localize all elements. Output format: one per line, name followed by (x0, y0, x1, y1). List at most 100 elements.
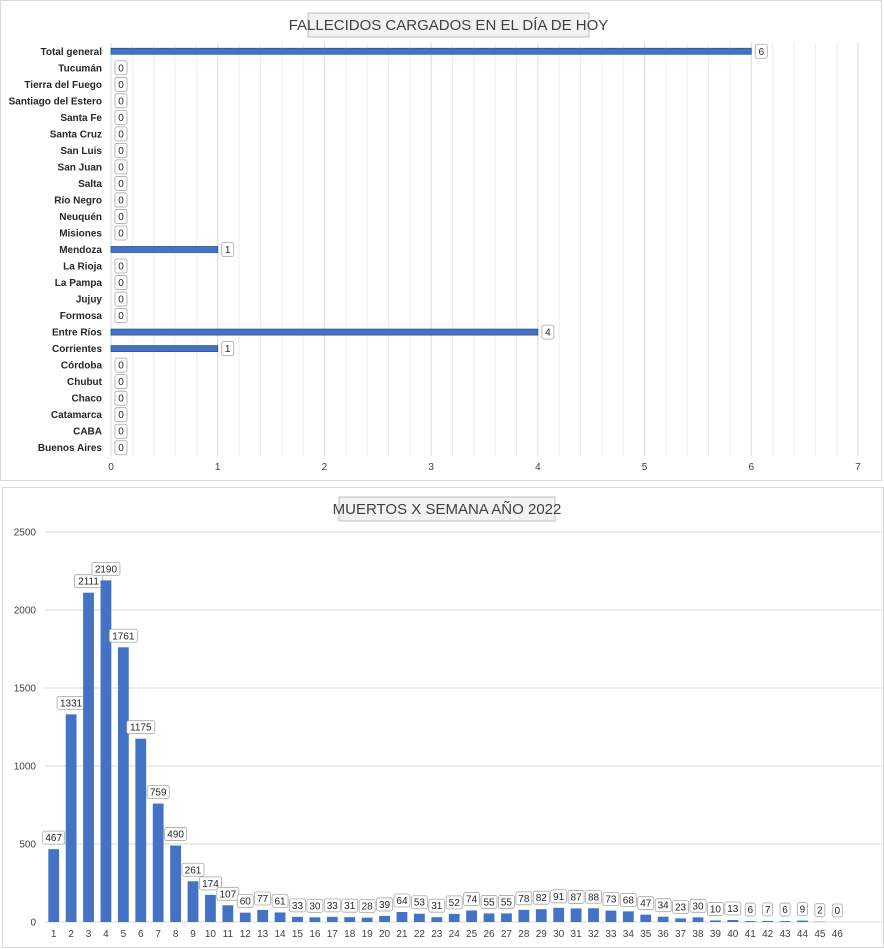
category-label: Córdoba (61, 361, 103, 372)
data-label: 28 (362, 902, 374, 913)
data-label: 0 (118, 410, 124, 421)
x-tick-label: 7 (855, 462, 861, 473)
bar (135, 739, 146, 922)
data-label: 2111 (78, 577, 99, 588)
data-label: 31 (344, 901, 356, 912)
bar (275, 912, 286, 922)
x-tick-label: 33 (605, 929, 617, 940)
data-label: 0 (118, 113, 124, 124)
x-tick-label: 25 (466, 929, 478, 940)
chart-fallecidos-hoy: FALLECIDOS CARGADOS EN EL DÍA DE HOY 600… (1, 1, 883, 482)
data-label: 6 (759, 47, 765, 58)
category-label: La Pampa (55, 278, 103, 289)
category-label: Salta (78, 179, 102, 190)
bar (553, 908, 564, 922)
data-label: 82 (536, 893, 548, 904)
x-tick-label: 42 (762, 929, 774, 940)
data-label: 4 (545, 328, 551, 339)
bar (606, 911, 617, 922)
category-label: La Rioja (63, 262, 102, 273)
x-tick-label: 22 (414, 929, 426, 940)
data-label: 0 (118, 443, 124, 454)
data-label: 10 (710, 904, 722, 915)
bar (111, 48, 751, 54)
x-tick-label: 1 (51, 929, 57, 940)
data-label: 91 (553, 892, 565, 903)
data-label: 0 (118, 228, 124, 239)
bar (431, 917, 442, 922)
bar (240, 913, 251, 922)
y-tick-label: 2000 (14, 606, 37, 617)
bar (111, 329, 538, 335)
bar (153, 804, 164, 922)
category-label: Chubut (67, 377, 103, 388)
data-label: 0 (118, 195, 124, 206)
bar (170, 846, 181, 922)
data-label: 6 (747, 905, 753, 916)
data-label: 87 (571, 892, 583, 903)
bar (501, 913, 512, 922)
chart-muertos-semana: MUERTOS X SEMANA AÑO 2022 46713312111219… (3, 488, 884, 949)
x-tick-label: 20 (379, 929, 391, 940)
bar (257, 910, 268, 922)
bar (310, 917, 321, 922)
x-tick-label: 39 (710, 929, 722, 940)
x-tick-label: 10 (205, 929, 217, 940)
data-label: 9 (800, 905, 806, 916)
bar (518, 910, 529, 922)
y-tick-label: 0 (30, 918, 36, 929)
x-tick-label: 28 (518, 929, 530, 940)
data-label: 2 (817, 906, 823, 917)
bar (414, 914, 425, 922)
category-label: Entre Ríos (52, 328, 102, 339)
data-label: 77 (257, 894, 269, 905)
data-label: 64 (396, 896, 408, 907)
x-tick-label: 32 (588, 929, 600, 940)
bar (780, 921, 791, 922)
x-tick-label: 37 (675, 929, 687, 940)
category-label: Jujuy (76, 295, 103, 306)
data-label: 31 (431, 901, 443, 912)
data-label: 39 (379, 900, 391, 911)
bar (222, 905, 233, 922)
data-label: 0 (118, 212, 124, 223)
category-label: Formosa (60, 311, 103, 322)
x-tick-label: 34 (623, 929, 635, 940)
bar (111, 346, 218, 352)
data-label: 0 (118, 146, 124, 157)
category-label: Tucumán (58, 63, 102, 74)
data-label: 60 (240, 897, 252, 908)
y-tick-label: 500 (19, 840, 36, 851)
data-label: 0 (118, 278, 124, 289)
data-label: 0 (118, 96, 124, 107)
y-tick-label: 1000 (14, 762, 37, 773)
bar (327, 917, 338, 922)
data-label: 0 (118, 427, 124, 438)
data-label: 33 (327, 901, 339, 912)
category-label: Santiago del Estero (9, 96, 102, 107)
bar (188, 881, 199, 922)
bar (111, 247, 218, 253)
data-label: 0 (118, 311, 124, 322)
x-tick-label: 14 (275, 929, 287, 940)
category-label: Catamarca (51, 410, 103, 421)
category-label: San Luis (60, 146, 102, 157)
category-label: Río Negro (54, 195, 102, 206)
bar (449, 914, 460, 922)
x-tick-label: 5 (642, 462, 648, 473)
x-tick-label: 38 (692, 929, 704, 940)
x-tick-label: 30 (553, 929, 565, 940)
x-tick-label: 6 (749, 462, 755, 473)
y-tick-label: 1500 (14, 684, 37, 695)
bar (797, 921, 808, 922)
data-label: 0 (118, 179, 124, 190)
bar (745, 921, 756, 922)
bar (710, 920, 721, 922)
x-tick-label: 35 (640, 929, 652, 940)
bar (762, 921, 773, 922)
data-label: 33 (292, 901, 304, 912)
x-tick-label: 19 (362, 929, 374, 940)
data-label: 261 (185, 865, 202, 876)
x-tick-label: 31 (571, 929, 583, 940)
data-label: 13 (727, 904, 739, 915)
